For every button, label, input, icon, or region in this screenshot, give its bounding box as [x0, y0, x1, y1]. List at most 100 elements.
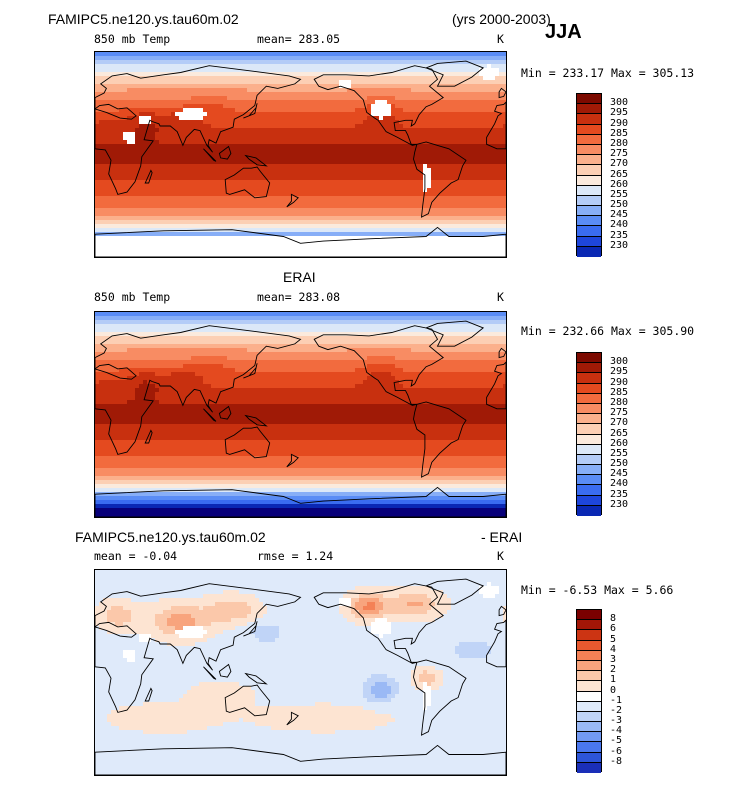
contour-cell [415, 92, 420, 97]
contour-cell [95, 136, 100, 141]
contour-cell [123, 244, 128, 249]
contour-cell [215, 212, 220, 217]
contour-cell [483, 148, 488, 153]
contour-cell [143, 88, 148, 93]
contour-cell [411, 132, 416, 137]
contour-cell [179, 236, 184, 241]
contour-cell [331, 192, 336, 197]
contour-cell [271, 100, 276, 105]
contour-cell [403, 192, 408, 197]
contour-cell [371, 80, 376, 85]
contour-cell [147, 132, 152, 137]
contour-cell [359, 72, 364, 77]
contour-cell [319, 184, 324, 189]
contour-cell [323, 148, 328, 153]
contour-cell [171, 164, 176, 169]
contour-cell [235, 64, 240, 69]
contour-cell [267, 244, 272, 249]
contour-cell [283, 136, 288, 141]
contour-cell [463, 92, 468, 97]
contour-cell [347, 72, 352, 77]
contour-cell [275, 188, 280, 193]
contour-cell [207, 216, 212, 221]
contour-cell [407, 192, 412, 197]
contour-cell [247, 120, 252, 125]
contour-cell [359, 92, 364, 97]
contour-cell [303, 72, 308, 77]
contour-cell [287, 200, 292, 205]
contour-cell [291, 204, 296, 209]
contour-cell [159, 204, 164, 209]
contour-cell [99, 224, 104, 229]
contour-cell [503, 168, 506, 173]
contour-cell [251, 60, 256, 65]
contour-cell [487, 52, 492, 57]
contour-cell [479, 204, 484, 209]
contour-cell [339, 168, 344, 173]
contour-cell [271, 116, 276, 121]
contour-cell [499, 228, 504, 233]
contour-cell [299, 80, 304, 85]
contour-cell [371, 212, 376, 217]
contour-cell [311, 128, 316, 133]
contour-cell [399, 92, 404, 97]
contour-cell [175, 84, 180, 89]
contour-cell [235, 96, 240, 101]
contour-cell [375, 184, 380, 189]
contour-cell [295, 236, 300, 241]
contour-cell [139, 80, 144, 85]
contour-cell [167, 108, 172, 113]
contour-cell [211, 164, 216, 169]
contour-cell [431, 216, 436, 221]
contour-cell [459, 200, 464, 205]
contour-cell [223, 144, 228, 149]
contour-cell [283, 152, 288, 157]
contour-cell [267, 176, 272, 181]
contour-cell [435, 104, 440, 109]
contour-cell [227, 212, 232, 217]
contour-cell [263, 96, 268, 101]
contour-cell [319, 208, 324, 213]
contour-cell [239, 188, 244, 193]
contour-cell [327, 84, 332, 89]
contour-cell [275, 140, 280, 145]
contour-cell [215, 164, 220, 169]
contour-cell [223, 240, 228, 245]
contour-cell [391, 164, 396, 169]
contour-cell [307, 92, 312, 97]
contour-cell [219, 136, 224, 141]
contour-cell [415, 56, 420, 61]
contour-cell [263, 136, 268, 141]
contour-cell [339, 112, 344, 117]
contour-cell [147, 152, 152, 157]
contour-cell [259, 52, 264, 57]
contour-cell [143, 104, 148, 109]
contour-cell [227, 172, 232, 177]
contour-cell [487, 108, 492, 113]
contour-cell [411, 208, 416, 213]
contour-cell [147, 208, 152, 213]
contour-cell [423, 116, 428, 121]
contour-cell [191, 56, 196, 61]
contour-cell [223, 104, 228, 109]
contour-cell [115, 208, 120, 213]
contour-cell [347, 108, 352, 113]
contour-cell [491, 76, 496, 81]
contour-cell [223, 152, 228, 157]
contour-cell [219, 192, 224, 197]
contour-cell [239, 148, 244, 153]
contour-cell [487, 172, 492, 177]
contour-cell [171, 156, 176, 161]
contour-cell [411, 128, 416, 133]
contour-cell [151, 200, 156, 205]
contour-cell [459, 184, 464, 189]
contour-cell [215, 244, 220, 249]
contour-cell [107, 176, 112, 181]
contour-cell [247, 56, 252, 61]
contour-cell [427, 224, 432, 229]
contour-cell [219, 152, 224, 157]
contour-cell [495, 184, 500, 189]
contour-cell [351, 144, 356, 149]
contour-cell [251, 188, 256, 193]
contour-cell [495, 200, 500, 205]
